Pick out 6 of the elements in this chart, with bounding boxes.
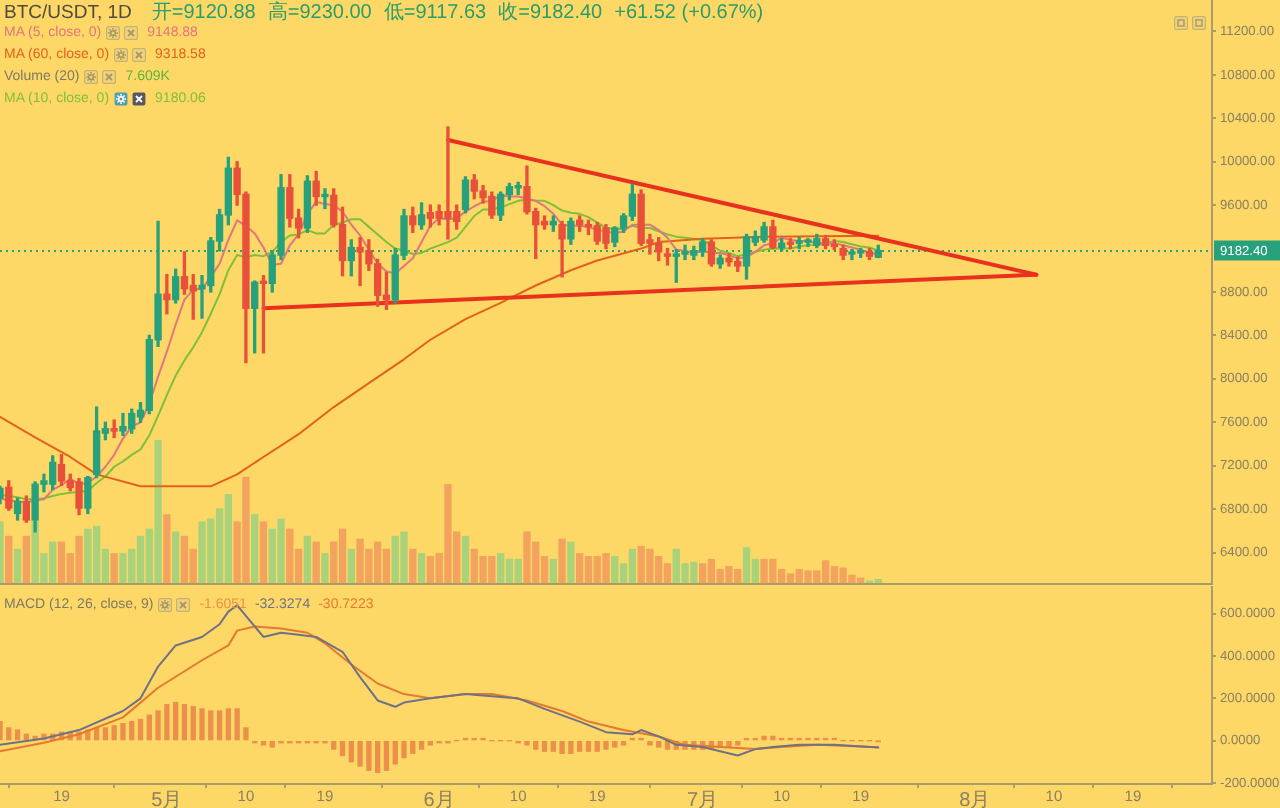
annotation: 开=9120.88 [151,2,256,26]
chart-title: BTC/USDT, 1D [4,2,132,25]
annotation: 高=9230.00 [267,2,372,26]
annotation: 低=9117.63 [383,2,487,26]
annotation: 收=9182.40 [498,2,603,26]
annotation: +61.52 (+0.67%) [614,2,764,26]
